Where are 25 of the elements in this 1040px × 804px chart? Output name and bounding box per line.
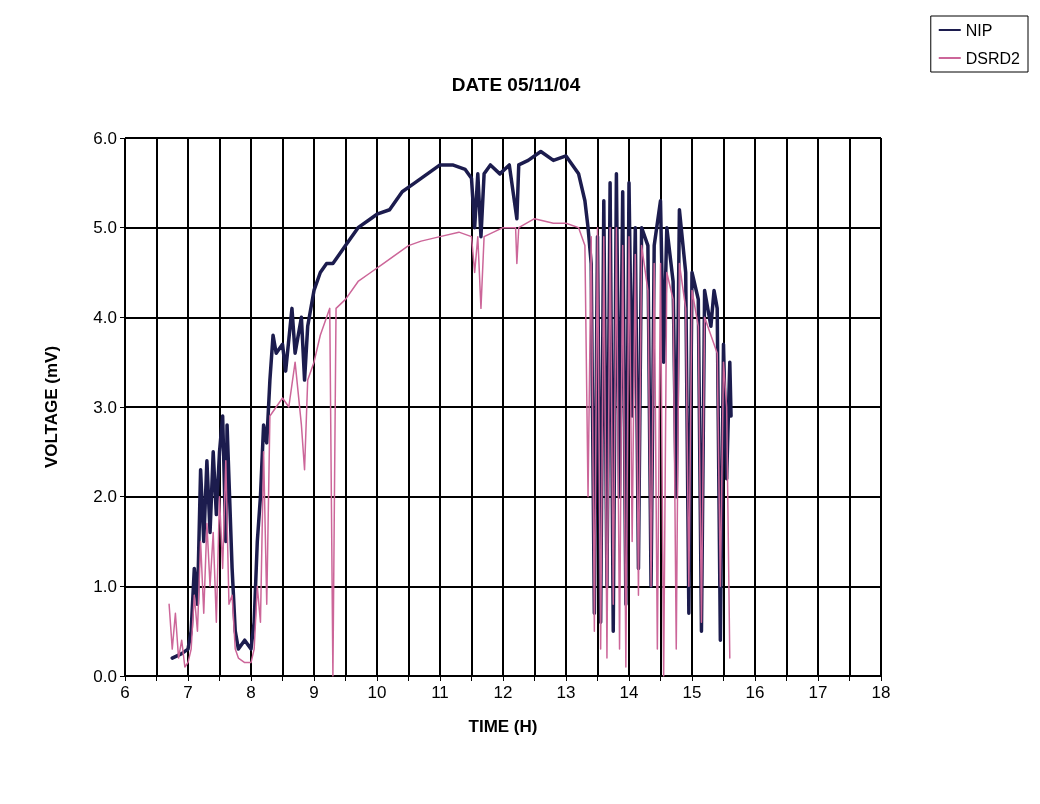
x-tick-label: 18 xyxy=(871,683,891,702)
x-tick-label: 7 xyxy=(183,683,193,702)
legend-label: DSRD2 xyxy=(965,49,1021,67)
y-tick-label: 3.0 xyxy=(93,397,117,417)
x-tick-label: 16 xyxy=(745,683,765,702)
x-tick-label: 8 xyxy=(246,683,256,702)
x-tick-label: 6 xyxy=(120,683,130,702)
x-tick-label: 17 xyxy=(808,683,828,702)
y-axis-title: VOLTAGE (mV) xyxy=(42,345,61,469)
y-tick-label: 6.0 xyxy=(93,128,117,148)
x-tick-label: 10 xyxy=(367,683,387,702)
legend-label: NIP xyxy=(965,21,993,39)
x-tick-label: 13 xyxy=(556,683,576,702)
x-axis-title: TIME (H) xyxy=(468,717,538,736)
x-tick-label: 11 xyxy=(431,683,449,702)
x-tick-label: 14 xyxy=(619,683,639,702)
y-tick-label: 4.0 xyxy=(93,307,117,327)
y-tick-label: 1.0 xyxy=(93,576,117,596)
y-tick-label: 2.0 xyxy=(93,487,117,507)
chart-title: DATE 05/11/04 xyxy=(451,74,581,95)
x-tick-label: 12 xyxy=(493,683,513,702)
x-tick-label: 15 xyxy=(682,683,702,702)
y-tick-label: 0.0 xyxy=(93,666,117,686)
y-tick-label: 5.0 xyxy=(93,218,117,238)
x-tick-label: 9 xyxy=(309,683,319,702)
